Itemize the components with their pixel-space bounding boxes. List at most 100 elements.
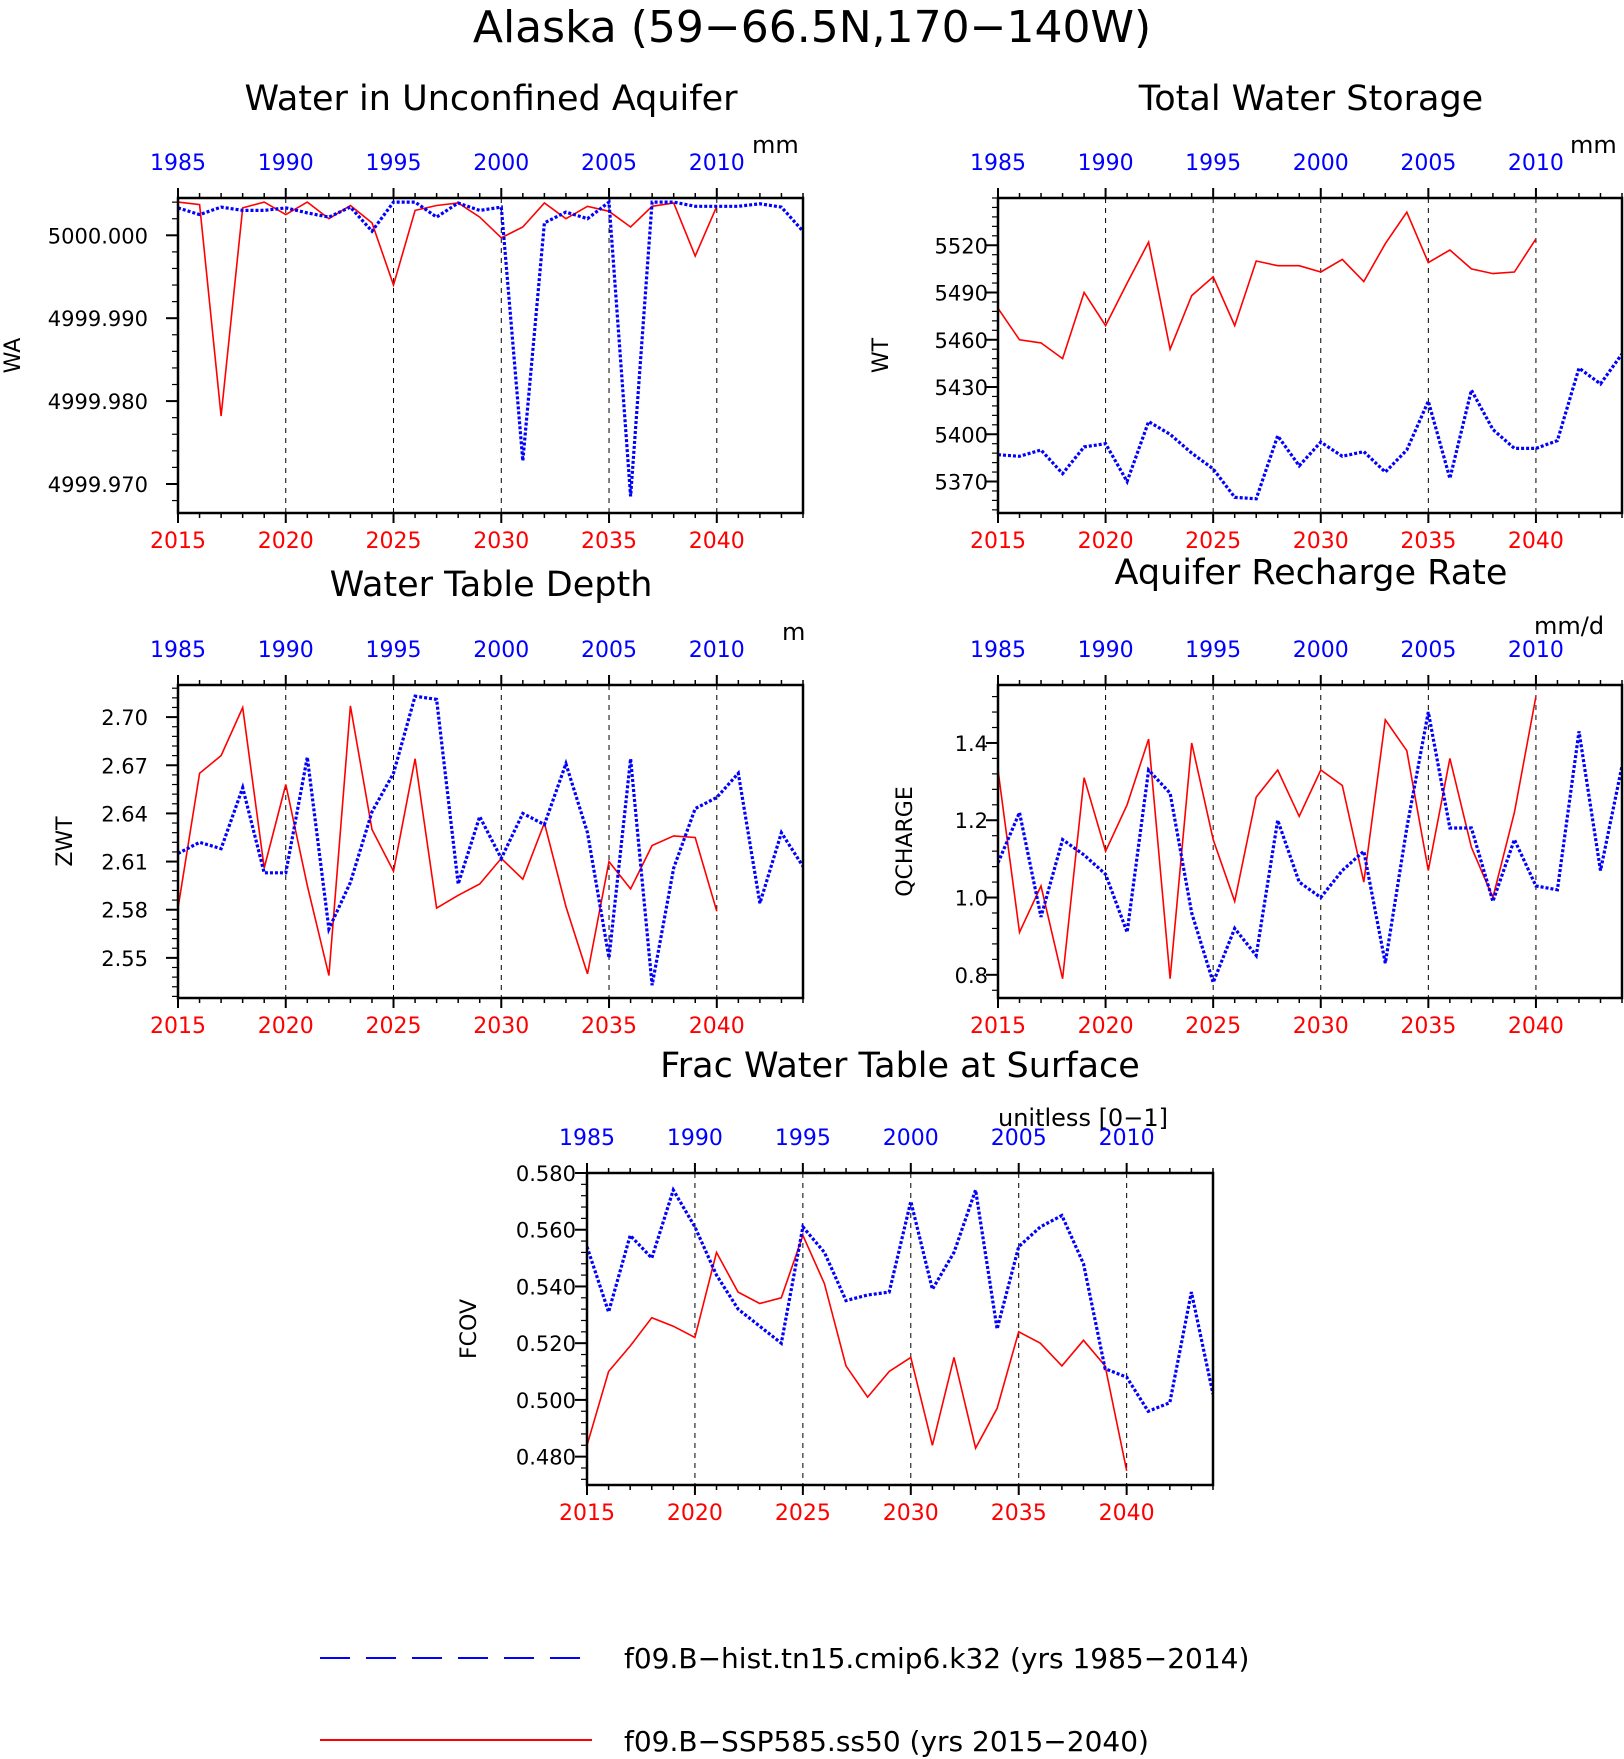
x-top-tick-label: 2010: [689, 638, 745, 663]
panel-qcharge: Aquifer Recharge Rate mm/d QCHARGE 2015 2020…: [893, 553, 1624, 1039]
y-tick-label: 0.480: [516, 1446, 576, 1470]
y-axis-label: ZWT: [53, 816, 78, 867]
plot-frame: [176, 683, 805, 1000]
series-line-hist: [178, 694, 803, 986]
panel-zwt: Water Table Depth m ZWT 2015 2020 2025 2030 203…: [53, 565, 805, 1039]
legend-label-ssp: f09.B−SSP585.ss50 (yrs 2015−2040): [624, 1725, 1149, 1758]
panel-title: Water Table Depth: [330, 565, 653, 605]
x-top-tick-label: 1990: [667, 1126, 723, 1151]
y-axis-label: FCOV: [457, 1299, 482, 1359]
series-line-ssp: [998, 210, 1537, 360]
x-bottom-tick-label: 2040: [1508, 1014, 1564, 1039]
x-top-tick-label: 2000: [473, 151, 529, 176]
x-bottom-tick-label: 2015: [150, 529, 206, 554]
y-tick-label: 1.2: [955, 809, 988, 833]
x-top-tick-label: 1985: [970, 151, 1026, 176]
y-tick-label: 5430: [935, 376, 988, 400]
x-top-tick-label: 2000: [1293, 151, 1349, 176]
y-axis-label: QCHARGE: [893, 786, 918, 897]
x-top-tick-label: 2010: [689, 151, 745, 176]
x-bottom-tick-label: 2030: [473, 529, 529, 554]
x-bottom-tick-label: 2040: [1099, 1501, 1155, 1526]
panel-fcov: Frac Water Table at Surface unitless [0−1…: [457, 1046, 1215, 1526]
figure-title: Alaska (59−66.5N,170−140W): [472, 2, 1152, 53]
x-bottom-tick-label: 2025: [1185, 1014, 1241, 1039]
x-bottom-tick-label: 2020: [1078, 529, 1134, 554]
series-line-ssp: [587, 1233, 1128, 1471]
plot-frame: [176, 196, 805, 515]
x-bottom-tick-label: 2020: [258, 529, 314, 554]
panel-wt: Total Water Storage mm WT 2015 2020 2025 2030 2…: [869, 79, 1624, 554]
x-top-tick-label: 1990: [258, 151, 314, 176]
y-tick-label: 5370: [935, 471, 988, 495]
y-tick-label: 1.4: [955, 732, 988, 756]
x-bottom-tick-label: 2030: [1293, 1014, 1349, 1039]
x-top-tick-label: 2000: [473, 638, 529, 663]
y-tick-label: 2.64: [101, 802, 148, 826]
x-top-tick-label: 2005: [581, 638, 637, 663]
y-axis-label: WT: [869, 337, 894, 373]
y-tick-label: 5000.000: [48, 224, 148, 248]
y-tick-label: 2.70: [101, 706, 148, 730]
x-bottom-tick-label: 2015: [559, 1501, 615, 1526]
y-tick-label: 2.61: [101, 851, 148, 875]
y-tick-label: 2.58: [101, 899, 148, 923]
y-tick-label: 2.55: [101, 947, 148, 971]
x-top-tick-label: 1995: [1185, 151, 1241, 176]
x-top-tick-label: 1995: [1185, 638, 1241, 663]
y-tick-label: 0.540: [516, 1275, 576, 1299]
legend-label-hist: f09.B−hist.tn15.cmip6.k32 (yrs 1985−2014…: [624, 1642, 1249, 1675]
y-tick-label: 4999.970: [48, 473, 148, 497]
x-bottom-tick-label: 2020: [258, 1014, 314, 1039]
y-tick-label: 4999.990: [48, 307, 148, 331]
y-tick-label: 0.520: [516, 1332, 576, 1356]
plot-frame: [996, 683, 1624, 1000]
x-bottom-tick-label: 2040: [689, 529, 745, 554]
x-bottom-tick-label: 2035: [1400, 529, 1456, 554]
x-bottom-tick-label: 2025: [1185, 529, 1241, 554]
series-line-hist: [998, 711, 1622, 988]
x-top-tick-label: 2005: [581, 151, 637, 176]
y-tick-label: 0.8: [955, 964, 988, 988]
x-bottom-tick-label: 2040: [689, 1014, 745, 1039]
x-bottom-tick-label: 2020: [1078, 1014, 1134, 1039]
x-top-tick-label: 2005: [1400, 151, 1456, 176]
x-top-tick-label: 1995: [366, 151, 422, 176]
x-top-tick-label: 1990: [1078, 151, 1134, 176]
series-line-ssp: [178, 201, 718, 417]
series-line-hist: [587, 1186, 1213, 1414]
panel-title: Total Water Storage: [1138, 79, 1483, 119]
series-line-ssp: [998, 696, 1537, 979]
panel-wa: Water in Unconfined Aquifer mm WA 2015 2020 2…: [1, 79, 805, 554]
y-tick-label: 0.500: [516, 1389, 576, 1413]
x-top-tick-label: 1985: [150, 151, 206, 176]
panel-title: Frac Water Table at Surface: [660, 1046, 1140, 1086]
x-bottom-tick-label: 2015: [970, 1014, 1026, 1039]
plot-frame: [996, 196, 1624, 515]
x-bottom-tick-label: 2020: [667, 1501, 723, 1526]
x-bottom-tick-label: 2035: [581, 529, 637, 554]
x-top-tick-label: 1995: [366, 638, 422, 663]
x-bottom-tick-label: 2015: [150, 1014, 206, 1039]
x-top-tick-label: 1985: [150, 638, 206, 663]
x-top-tick-label: 2010: [1099, 1126, 1155, 1151]
x-bottom-tick-label: 2035: [581, 1014, 637, 1039]
legend: f09.B−hist.tn15.cmip6.k32 (yrs 1985−2014…: [320, 1642, 1249, 1758]
x-bottom-tick-label: 2030: [1293, 529, 1349, 554]
x-top-tick-label: 1985: [970, 638, 1026, 663]
units-label: mm/d: [1534, 612, 1604, 640]
panel-title: Aquifer Recharge Rate: [1115, 553, 1508, 593]
x-bottom-tick-label: 2040: [1508, 529, 1564, 554]
panel-title: Water in Unconfined Aquifer: [244, 79, 738, 119]
x-top-tick-label: 2000: [883, 1126, 939, 1151]
y-tick-label: 2.67: [101, 754, 148, 778]
series-line-hist: [998, 352, 1622, 501]
x-top-tick-label: 2005: [991, 1126, 1047, 1151]
x-top-tick-label: 1990: [1078, 638, 1134, 663]
x-bottom-tick-label: 2025: [366, 1014, 422, 1039]
x-top-tick-label: 2000: [1293, 638, 1349, 663]
y-tick-label: 5520: [935, 234, 988, 258]
units-label: unitless [0−1]: [998, 1104, 1168, 1132]
x-bottom-tick-label: 2030: [883, 1501, 939, 1526]
